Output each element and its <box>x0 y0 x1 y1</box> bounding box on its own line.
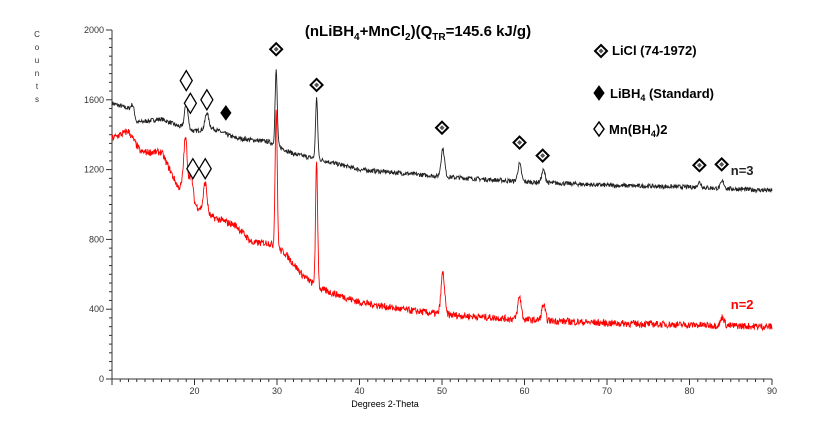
legend-marker-licl <box>593 43 609 59</box>
y-axis-label-char: n <box>35 69 39 78</box>
mnbh4-diamond-icon <box>183 92 198 115</box>
libh4-diamond-icon <box>220 105 232 121</box>
x-axis-label: Degrees 2-Theta <box>351 399 419 409</box>
licl-diamond-core <box>439 125 445 131</box>
x-tick-label: 20 <box>189 386 199 396</box>
axes: 0 400 800 1200 1600 2000 20 30 40 50 60 70 80 90 <box>84 25 777 396</box>
licl-diamond-core <box>540 153 546 159</box>
x-tick-label: 90 <box>767 386 777 396</box>
licl-diamond-core <box>517 140 523 146</box>
label-n3: n=3 <box>731 163 754 178</box>
licl-diamond-core <box>314 82 320 88</box>
marker-licl <box>535 148 551 164</box>
legend-label-libh4: LiBH4 (Standard) <box>610 86 714 103</box>
licl-diamond-core <box>273 46 279 52</box>
y-axis-label-char: u <box>35 56 39 65</box>
y-tick-label: 1200 <box>84 165 104 175</box>
legend-label-mnbh4: Mn(BH4)2 <box>609 122 667 139</box>
mnbh4-diamond-icon <box>200 88 214 112</box>
mnbh4-diamond-icon <box>198 157 212 180</box>
y-tick-label: 1600 <box>84 95 104 105</box>
series-line-n=3 <box>111 69 773 194</box>
licl-diamond-core <box>696 162 702 168</box>
x-tick-label: 40 <box>354 386 364 396</box>
x-tick-label: 50 <box>437 386 447 396</box>
x-tick-label: 60 <box>519 386 529 396</box>
marker-mnbh <box>198 157 212 180</box>
marker-mnbh <box>179 69 194 92</box>
y-axis-label-char: o <box>35 43 40 52</box>
marker-mnbh <box>183 92 198 115</box>
licl-diamond-core <box>598 48 604 54</box>
legend-label-licl: LiCl (74-1972) <box>612 43 697 58</box>
legend-marker-libh4 <box>593 85 605 101</box>
y-tick-label: 2000 <box>84 25 104 35</box>
phase-markers <box>179 41 730 180</box>
marker-licl <box>309 77 325 93</box>
series-line-n=2 <box>111 109 773 332</box>
y-axis-label-char: t <box>36 82 39 91</box>
chart-title: (nLiBH4+MnCl2)(QTR=145.6 kJ/g) <box>305 23 531 43</box>
y-axis-label-char: s <box>35 95 39 104</box>
series-lines <box>111 69 773 332</box>
y-axis-label-char: C <box>34 30 40 39</box>
legend: LiCl (74-1972) LiBH4 (Standard) Mn(BH4)2 <box>609 43 714 139</box>
mnbh4-diamond-icon <box>179 69 194 92</box>
marker-licl <box>691 157 707 173</box>
libh4-diamond-icon <box>593 85 605 101</box>
label-n2: n=2 <box>731 297 754 312</box>
marker-licl <box>434 120 450 136</box>
y-tick-label: 400 <box>89 304 104 314</box>
marker-licl <box>512 135 527 150</box>
marker-licl <box>714 156 730 172</box>
marker-libh4 <box>220 105 232 121</box>
marker-licl <box>268 41 284 57</box>
legend-marker-mnbh4 <box>593 120 605 138</box>
x-tick-label: 70 <box>602 386 612 396</box>
licl-diamond-core <box>719 161 725 167</box>
x-tick-label: 30 <box>272 386 282 396</box>
marker-mnbh <box>186 157 200 180</box>
marker-mnbh <box>200 88 214 112</box>
mnbh4-diamond-icon <box>186 157 200 180</box>
x-tick-label: 80 <box>684 386 694 396</box>
y-tick-label: 0 <box>99 374 104 384</box>
y-tick-label: 800 <box>89 234 104 244</box>
